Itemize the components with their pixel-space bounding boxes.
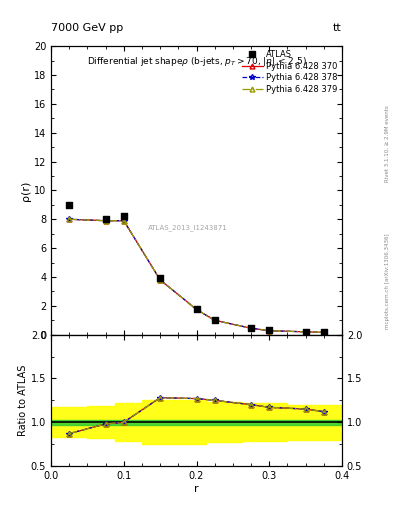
Point (157, 274, 163, 283)
Point (248, 324, 254, 332)
Point (103, 215, 109, 223)
Point (193, 305, 200, 313)
Legend: ATLAS, Pythia 6.428 370, Pythia 6.428 378, Pythia 6.428 379: ATLAS, Pythia 6.428 370, Pythia 6.428 37… (242, 50, 338, 94)
Point (303, 328, 309, 336)
Text: tt: tt (333, 23, 342, 33)
Y-axis label: Ratio to ATLAS: Ratio to ATLAS (18, 365, 28, 436)
Text: 7000 GeV pp: 7000 GeV pp (51, 23, 123, 33)
Y-axis label: ρ(r): ρ(r) (21, 180, 31, 201)
Text: Differential jet shape$\rho$ (b-jets, $p_T$$>$70, $|\eta|$ < 2.5): Differential jet shape$\rho$ (b-jets, $p… (86, 55, 307, 68)
X-axis label: r: r (194, 483, 199, 494)
Point (66, 201, 72, 209)
Text: mcplots.cern.ch [arXiv:1306.3436]: mcplots.cern.ch [arXiv:1306.3436] (385, 234, 389, 329)
Point (321, 328, 327, 336)
Point (121, 212, 127, 221)
Text: ATLAS_2013_I1243871: ATLAS_2013_I1243871 (148, 225, 228, 231)
Text: Rivet 3.1.10, ≥ 2.9M events: Rivet 3.1.10, ≥ 2.9M events (385, 105, 389, 182)
Point (266, 326, 272, 334)
Point (211, 315, 218, 324)
